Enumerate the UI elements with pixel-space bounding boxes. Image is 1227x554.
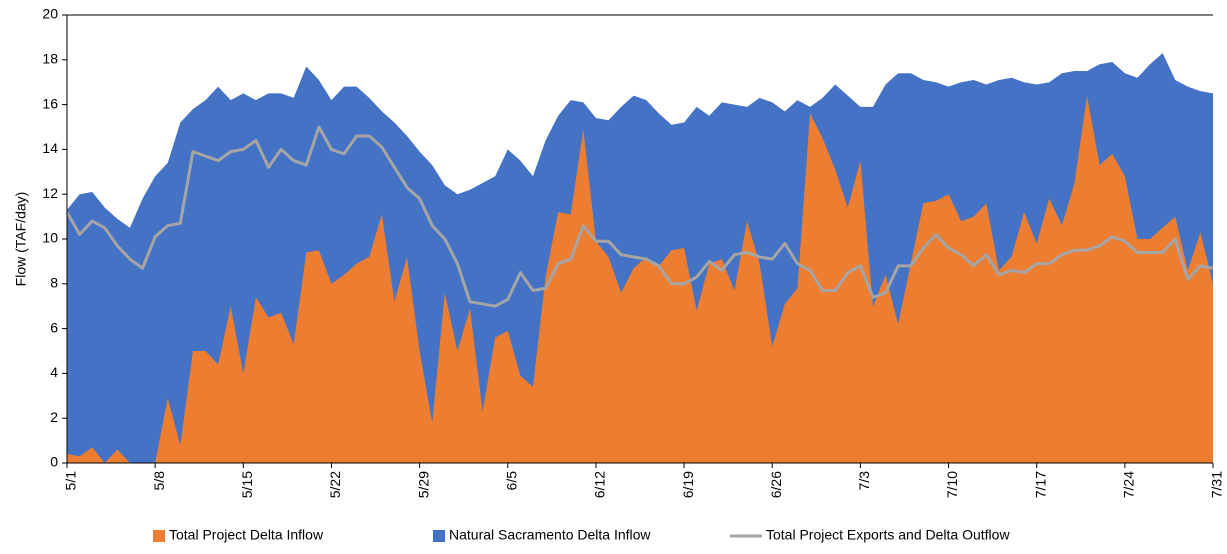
line xyxy=(65,125,1214,308)
y-tick-label: 14 xyxy=(42,140,58,156)
y-tick-label: 4 xyxy=(50,364,58,380)
x-tick-label: 7/10 xyxy=(944,471,960,498)
legend-label: Total Project Delta Inflow xyxy=(169,527,324,543)
x-tick-label: 5/22 xyxy=(327,471,343,498)
y-tick-label: 10 xyxy=(42,230,58,246)
x-tick-label: 7/31 xyxy=(1209,471,1225,498)
x-tick-label: 6/5 xyxy=(503,471,519,491)
x-tick-label: 6/26 xyxy=(768,471,784,498)
legend-label: Natural Sacramento Delta Inflow xyxy=(449,527,651,543)
y-tick-label: 16 xyxy=(42,95,58,111)
x-tick-label: 7/24 xyxy=(1121,471,1137,498)
y-axis-label: Flow (TAF/day) xyxy=(13,192,29,287)
x-tick-label: 7/3 xyxy=(856,471,872,491)
legend-swatch xyxy=(433,530,445,542)
y-tick-label: 12 xyxy=(42,185,58,201)
y-tick-label: 8 xyxy=(50,275,58,291)
y-tick-label: 6 xyxy=(50,319,58,335)
x-tick-label: 5/1 xyxy=(63,471,79,491)
x-tick-label: 5/15 xyxy=(239,471,255,498)
x-tick-label: 7/17 xyxy=(1032,471,1048,498)
x-tick-label: 6/12 xyxy=(592,471,608,498)
x-tick-label: 6/19 xyxy=(680,471,696,498)
y-tick-label: 18 xyxy=(42,51,58,67)
area xyxy=(67,95,1213,463)
y-tick-label: 2 xyxy=(50,409,58,425)
legend-label: Total Project Exports and Delta Outflow xyxy=(766,527,1010,543)
legend-swatch xyxy=(153,530,165,542)
y-tick-label: 0 xyxy=(50,454,58,470)
x-tick-label: 5/29 xyxy=(415,471,431,498)
y-tick-label: 20 xyxy=(42,6,58,22)
x-tick-label: 5/8 xyxy=(151,471,167,491)
